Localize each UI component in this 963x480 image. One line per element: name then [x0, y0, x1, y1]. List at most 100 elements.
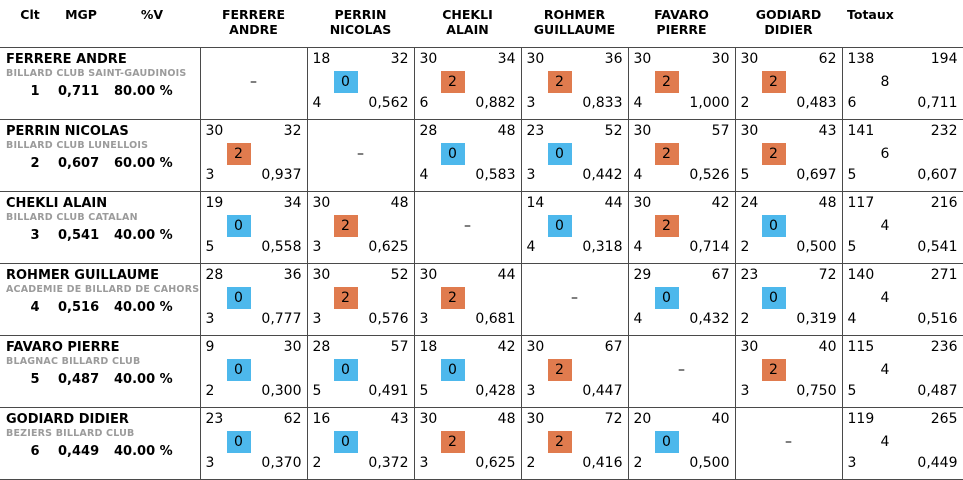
match-average: 0,416: [582, 455, 623, 471]
totals-cell-content: 115 236 4 5 0,487: [843, 336, 963, 404]
total-innings: 236: [930, 339, 958, 355]
match-result-badge: 2: [440, 70, 465, 93]
match-cell-content: 30 43 2 5 0,697: [736, 120, 842, 188]
match-cell: 28 48 0 4 0,583: [413, 119, 521, 192]
match-high-run: 4: [633, 311, 643, 327]
match-top-line: 30 44: [415, 267, 521, 284]
totals-cell-content: 138 194 8 6 0,711: [843, 48, 963, 116]
column-mgp: MGP: [65, 7, 97, 22]
totals-mid-line: 4: [843, 214, 963, 237]
match-cell: 9 30 0 2 0,300: [199, 335, 307, 408]
match-mid-line: 2: [522, 358, 628, 381]
match-cell-content: 30 30 2 4 1,000: [629, 48, 735, 116]
match-high-run: 4: [419, 167, 429, 183]
match-average: 0,370: [261, 455, 302, 471]
match-cell-content: 30 48 2 3 0,625: [415, 408, 521, 476]
match-top-line: 14 44: [522, 195, 628, 212]
match-mid-line: 0: [629, 286, 735, 309]
match-cell: 23 72 0 2 0,319: [734, 263, 842, 336]
match-high-run: 4: [633, 167, 643, 183]
total-innings: 271: [930, 267, 958, 283]
totals-top-line: 119 265: [843, 411, 963, 428]
match-average: 0,319: [796, 311, 837, 327]
match-points-scored: 30: [740, 51, 759, 67]
total-innings: 216: [930, 195, 958, 211]
match-cell-content: 14 44 0 4 0,318: [522, 192, 628, 260]
match-top-line: 30 72: [522, 411, 628, 428]
match-points-scored: 30: [526, 51, 545, 67]
match-points-scored: 30: [633, 123, 652, 139]
match-bottom-line: 3 0,625: [415, 455, 521, 472]
match-result-badge: 0: [333, 430, 358, 453]
header-row: Clt MGP %V FERRERE ANDRE PERRIN NICOLAS …: [0, 0, 963, 48]
match-high-run: 2: [740, 311, 750, 327]
match-points-scored: 30: [419, 411, 438, 427]
player-name: CHEKLI ALAIN: [6, 196, 108, 211]
match-result-badge: 2: [440, 430, 465, 453]
match-high-run: 5: [419, 383, 429, 399]
total-points: 119: [847, 411, 875, 427]
match-average: 0,432: [689, 311, 730, 327]
match-cell-content: 23 72 0 2 0,319: [736, 264, 842, 332]
match-innings: 72: [818, 267, 837, 283]
match-average: 0,500: [796, 239, 837, 255]
match-cell-content: 30 36 2 3 0,833: [522, 48, 628, 116]
player-info-cell: ROHMER GUILLAUME ACADEMIE DE BILLARD DE C…: [0, 263, 200, 336]
match-cell: 30 72 2 2 0,416: [520, 407, 628, 480]
total-points: 138: [847, 51, 875, 67]
totals-bottom-line: 5 0,541: [843, 239, 963, 256]
match-average: 0,625: [368, 239, 409, 255]
opponent-first-name: NICOLAS: [329, 22, 392, 37]
match-result-badge: 2: [761, 358, 786, 381]
match-mid-line: 0: [201, 214, 307, 237]
player-rank: 2: [30, 156, 40, 171]
match-high-run: 4: [633, 95, 643, 111]
total-match-points: 6: [880, 145, 890, 162]
match-cell-content: 30 44 2 3 0,681: [415, 264, 521, 332]
match-high-run: 2: [740, 95, 750, 111]
player-row: PERRIN NICOLAS BILLARD CLUB LUNELLOIS 2 0,6…: [0, 119, 963, 192]
match-innings: 48: [818, 195, 837, 211]
match-points-scored: 16: [312, 411, 331, 427]
column-pv: %V: [140, 7, 164, 22]
player-row: FERRERE ANDRE BILLARD CLUB SAINT-GAUDINOI…: [0, 47, 963, 120]
match-bottom-line: 3 0,447: [522, 383, 628, 400]
match-cell: 30 36 2 3 0,833: [520, 47, 628, 120]
match-innings: 52: [604, 123, 623, 139]
total-average: 0,449: [917, 455, 958, 471]
match-cell: –: [413, 191, 521, 264]
match-points-scored: 30: [205, 123, 224, 139]
match-bottom-line: 3 0,625: [308, 239, 414, 256]
match-points-scored: 28: [205, 267, 224, 283]
match-innings: 48: [497, 123, 516, 139]
match-innings: 62: [283, 411, 302, 427]
match-average: 0,833: [582, 95, 623, 111]
match-top-line: 30 36: [522, 51, 628, 68]
match-bottom-line: 4 0,526: [629, 167, 735, 184]
total-innings: 232: [930, 123, 958, 139]
match-bottom-line: 3 0,777: [201, 311, 307, 328]
match-cell: 28 36 0 3 0,777: [199, 263, 307, 336]
match-cell: 30 48 2 3 0,625: [413, 407, 521, 480]
match-average: 0,697: [796, 167, 837, 183]
opponent-last-name: CHEKLI: [442, 7, 493, 22]
match-bottom-line: 4 0,714: [629, 239, 735, 256]
match-average: 0,714: [689, 239, 730, 255]
match-cell-content: 28 48 0 4 0,583: [415, 120, 521, 188]
totals-cell: 141 232 6 5 0,607: [841, 119, 963, 192]
match-top-line: 24 48: [736, 195, 842, 212]
match-result-badge: 2: [654, 214, 679, 237]
match-mid-line: 0: [308, 430, 414, 453]
totals-top-line: 117 216: [843, 195, 963, 212]
match-cell-content: 30 72 2 2 0,416: [522, 408, 628, 476]
match-average: 0,447: [582, 383, 623, 399]
match-mid-line: 0: [201, 430, 307, 453]
player-stats: 2 0,607 60.00 %: [6, 156, 194, 171]
totals-top-line: 141 232: [843, 123, 963, 140]
match-bottom-line: 5 0,697: [736, 167, 842, 184]
match-result-badge: 0: [761, 214, 786, 237]
player-general-average: 0,487: [58, 372, 100, 387]
match-innings: 40: [711, 411, 730, 427]
player-general-average: 0,607: [58, 156, 100, 171]
